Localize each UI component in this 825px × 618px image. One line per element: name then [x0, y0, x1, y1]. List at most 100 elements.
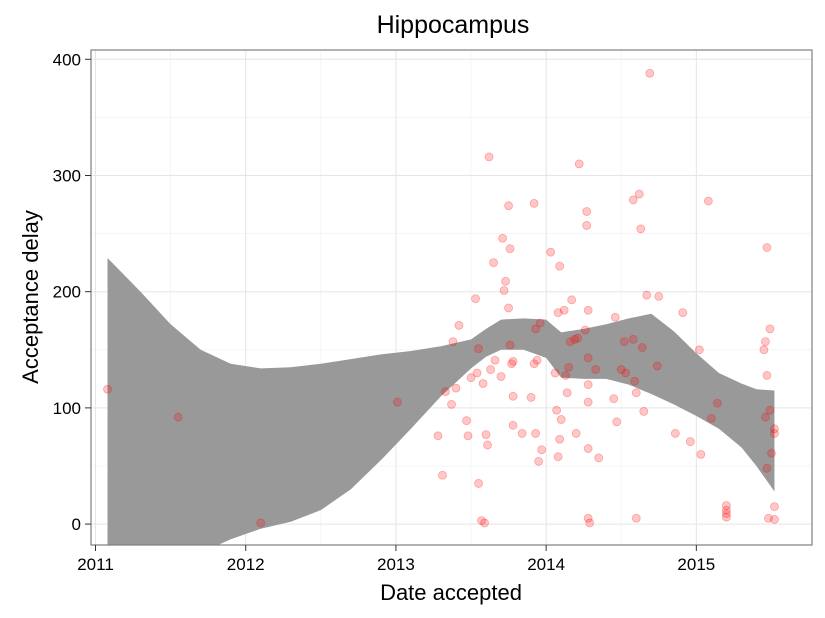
data-point: [765, 324, 775, 334]
data-point: [508, 420, 518, 430]
data-point: [610, 312, 620, 322]
data-point: [573, 333, 583, 343]
data-point: [616, 365, 626, 374]
data-point: [770, 515, 779, 524]
data-point: [529, 359, 539, 369]
data-point: [508, 391, 518, 401]
data-point: [471, 294, 480, 304]
y-tick-label: 0: [72, 515, 81, 534]
data-point: [630, 376, 640, 386]
data-point: [531, 429, 541, 438]
data-point: [508, 357, 518, 366]
data-point: [433, 431, 443, 441]
data-point: [594, 453, 604, 463]
data-point: [553, 452, 563, 462]
data-point: [474, 479, 483, 488]
data-point: [564, 362, 574, 372]
data-point: [103, 384, 112, 394]
x-tick-label: 2015: [677, 555, 715, 574]
chart-title: Hippocampus: [377, 11, 530, 39]
data-point: [462, 416, 471, 426]
data-point: [529, 198, 539, 208]
data-point: [472, 368, 482, 378]
y-tick-label: 100: [53, 399, 81, 418]
data-point: [694, 345, 704, 355]
data-point: [696, 449, 706, 459]
data-point: [550, 368, 560, 378]
data-point: [585, 518, 595, 528]
data-point: [477, 516, 486, 525]
data-point: [621, 368, 631, 378]
data-point: [517, 429, 527, 438]
data-point: [466, 373, 476, 383]
data-point: [583, 513, 593, 523]
data-point: [490, 355, 500, 365]
data-point: [765, 405, 775, 415]
data-point: [505, 244, 515, 254]
y-axis: 0 100 200 300 400: [53, 50, 91, 534]
data-point: [721, 505, 731, 515]
data-point: [474, 344, 483, 354]
data-point: [609, 394, 619, 403]
data-point: [504, 201, 513, 211]
data-point: [637, 343, 647, 352]
data-point: [504, 303, 513, 313]
data-point: [583, 444, 593, 453]
data-point: [478, 379, 488, 388]
data-point: [580, 325, 590, 335]
data-point: [678, 308, 688, 318]
data-point: [634, 189, 644, 199]
data-point: [555, 434, 565, 444]
data-point: [706, 413, 716, 423]
data-point: [628, 334, 638, 344]
data-point: [484, 152, 494, 162]
plot-border: [90, 49, 813, 546]
data-point: [583, 353, 593, 363]
y-tick-label: 200: [53, 283, 81, 302]
data-point: [571, 429, 581, 438]
data-point: [685, 437, 695, 446]
data-point: [505, 340, 515, 350]
data-point: [762, 370, 772, 380]
data-point: [447, 400, 456, 409]
data-point: [480, 518, 489, 528]
data-point: [767, 448, 776, 458]
data-point: [570, 334, 580, 344]
data-point: [770, 424, 779, 434]
data-point: [507, 359, 516, 369]
data-point: [489, 258, 498, 268]
data-point: [559, 305, 569, 315]
data-point: [636, 224, 646, 234]
data-point: [591, 365, 601, 374]
data-point: [441, 387, 450, 397]
data-point: [562, 388, 572, 398]
data-point: [654, 291, 664, 301]
data-point: [762, 243, 772, 252]
x-axis: 2011 2012 2013 2014 2015: [77, 545, 715, 574]
data-point: [486, 365, 495, 374]
data-point: [555, 261, 565, 271]
data-point: [582, 207, 592, 216]
data-point: [498, 233, 507, 243]
data-point: [532, 355, 542, 365]
data-point: [256, 518, 266, 528]
data-point: [526, 393, 536, 402]
data-point: [448, 337, 458, 347]
x-tick-label: 2013: [377, 555, 415, 574]
data-point: [764, 513, 773, 523]
data-point: [703, 196, 713, 206]
data-point: [534, 456, 544, 466]
data-point: [463, 431, 473, 441]
data-point: [762, 463, 772, 473]
data-point: [438, 470, 447, 480]
data-point: [761, 412, 770, 422]
data-point: [552, 405, 562, 415]
data-point: [582, 221, 592, 230]
data-point: [721, 501, 731, 510]
data-point: [173, 412, 183, 422]
data-point: [561, 370, 571, 380]
data-point: [639, 406, 649, 416]
data-point: [770, 502, 779, 512]
y-tick-label: 300: [53, 166, 81, 185]
